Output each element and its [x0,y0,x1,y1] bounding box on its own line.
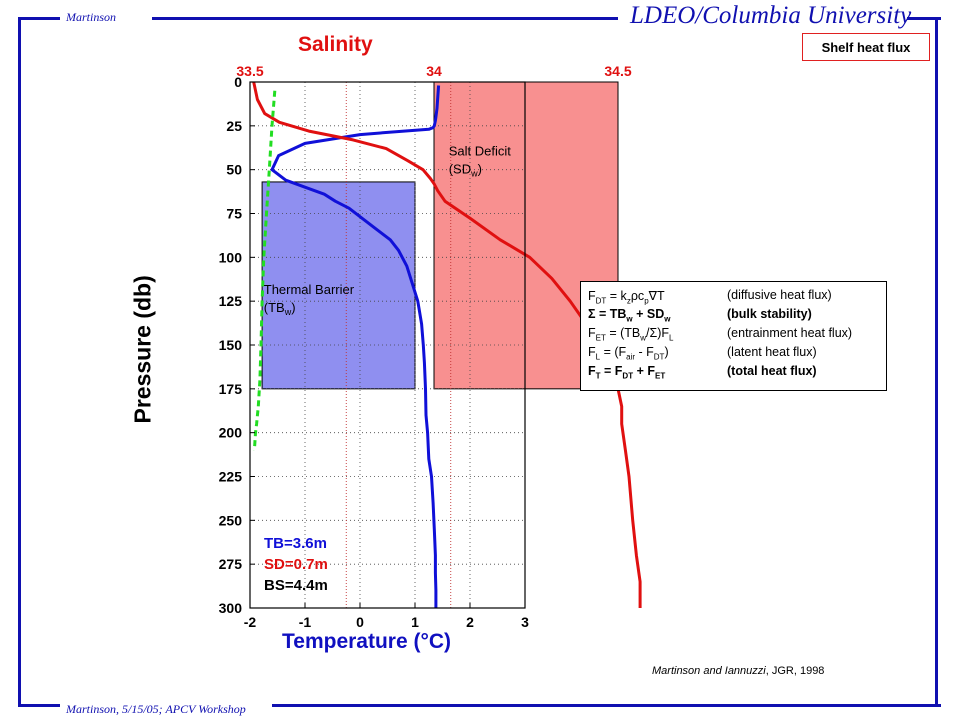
x-tick-label-5: 3 [521,614,529,630]
salt-deficit-label: Salt Deficit [449,144,512,159]
salinity-profile-line [252,81,642,608]
annotation-2: BS=4.4m [264,577,328,594]
top-border-left [18,17,60,20]
equation-lhs: Σ = TBw + SDw [588,307,671,324]
equation-lhs: FL = (Fair - FDT) [588,345,669,362]
y-tick-label-7: 175 [219,381,243,397]
freezing-point-line [252,90,277,451]
thermal-barrier-sublabel: (TBw) [264,300,296,317]
equation-description: (latent heat flux) [727,345,817,359]
equation-lhs: FDT = kzρcp∇T [588,289,665,306]
y-tick-label-11: 275 [219,556,243,572]
y-tick-label-10: 250 [219,512,243,528]
y-tick-label-1: 25 [226,118,242,134]
salinity-tick-label-2: 34.5 [604,63,631,79]
citation-authors: Martinson and Iannuzzi [652,665,766,677]
top-border-right [907,17,941,20]
x-tick-label-2: 0 [356,614,364,630]
y-tick-label-8: 200 [219,425,243,441]
equation-description: (bulk stability) [727,307,812,321]
equation-row: Σ = TBw + SDw (bulk stability) [588,307,886,326]
equation-lhs: FET = (TBw/Σ)FL [588,326,674,343]
salinity-tick-label-0: 33.5 [236,63,263,79]
chart-title: Salinity [298,33,373,56]
equations-box: FDT = kzρcp∇T (diffusive heat flux) Σ = TB… [580,281,887,391]
top-border-mid [152,17,618,20]
bottom-border-left [18,704,60,707]
x-tick-label-1: -1 [299,614,312,630]
y-tick-label-6: 150 [219,337,243,353]
footer-text: Martinson, 5/15/05; APCV Workshop [66,702,246,716]
salt-deficit-sublabel: (SDw) [449,162,482,179]
citation-journal: , JGR, 1998 [765,665,825,677]
bottom-border-right [272,704,941,707]
annotation-0: TB=3.6m [264,535,327,552]
equation-description: (entrainment heat flux) [727,326,853,340]
thermal-barrier-label: Thermal Barrier [264,282,355,297]
y-tick-label-0: 0 [234,74,242,90]
x-tick-label-0: -2 [244,614,257,630]
equation-row: FL = (Fair - FDT) (latent heat flux) [588,345,886,364]
x-axis-label: Temperature (°C) [282,630,452,653]
annotation-1: SD=0.7m [264,556,328,573]
equation-description: (total heat flux) [727,364,817,378]
y-tick-label-9: 225 [219,469,243,485]
salinity-tick-label-1: 34 [426,63,442,79]
x-tick-label-4: 2 [466,614,474,630]
y-tick-label-2: 50 [226,162,242,178]
institution-title: LDEO/Columbia University [630,2,912,29]
thermal-barrier-region [261,181,416,390]
x-tick-label-3: 1 [411,614,419,630]
temperature-profile-line [270,85,441,608]
y-tick-label-12: 300 [219,600,243,616]
slide-frame [18,18,938,706]
equation-description: (diffusive heat flux) [727,288,832,302]
y-tick-label-3: 75 [226,206,242,222]
equation-row: FT = FDT + FET (total heat flux) [588,364,886,383]
citation: Martinson and Iannuzzi, JGR, 1998 [652,665,824,677]
author-label: Martinson [66,10,117,24]
equation-row: FDT = kzρcp∇T (diffusive heat flux) [588,288,886,307]
equation-row: FET = (TBw/Σ)FL (entrainment heat flux) [588,326,886,345]
shelf-heat-flux-tag: Shelf heat flux [802,33,930,61]
equation-lhs: FT = FDT + FET [588,364,666,381]
y-tick-label-4: 100 [219,249,243,265]
y-tick-label-5: 125 [219,293,243,309]
